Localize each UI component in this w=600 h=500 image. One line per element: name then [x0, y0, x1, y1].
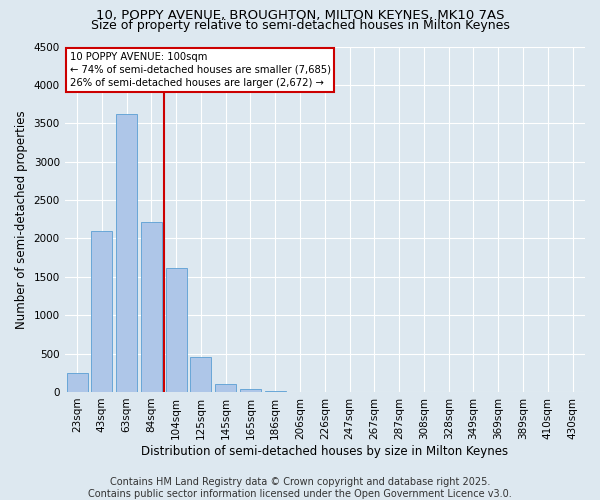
Text: 10 POPPY AVENUE: 100sqm
← 74% of semi-detached houses are smaller (7,685)
26% of: 10 POPPY AVENUE: 100sqm ← 74% of semi-de…: [70, 52, 331, 88]
Bar: [116, 114, 137, 392]
Bar: [91, 230, 112, 392]
Text: Size of property relative to semi-detached houses in Milton Keynes: Size of property relative to semi-detach…: [91, 19, 509, 32]
Bar: [265, 391, 286, 392]
Y-axis label: Number of semi-detached properties: Number of semi-detached properties: [15, 110, 28, 328]
Text: 10, POPPY AVENUE, BROUGHTON, MILTON KEYNES, MK10 7AS: 10, POPPY AVENUE, BROUGHTON, MILTON KEYN…: [96, 9, 504, 22]
Bar: [141, 222, 162, 392]
Bar: [67, 373, 88, 392]
Bar: [166, 268, 187, 392]
X-axis label: Distribution of semi-detached houses by size in Milton Keynes: Distribution of semi-detached houses by …: [141, 444, 508, 458]
Bar: [215, 384, 236, 392]
Text: Contains HM Land Registry data © Crown copyright and database right 2025.
Contai: Contains HM Land Registry data © Crown c…: [88, 478, 512, 499]
Bar: [240, 388, 261, 392]
Bar: [190, 358, 211, 392]
